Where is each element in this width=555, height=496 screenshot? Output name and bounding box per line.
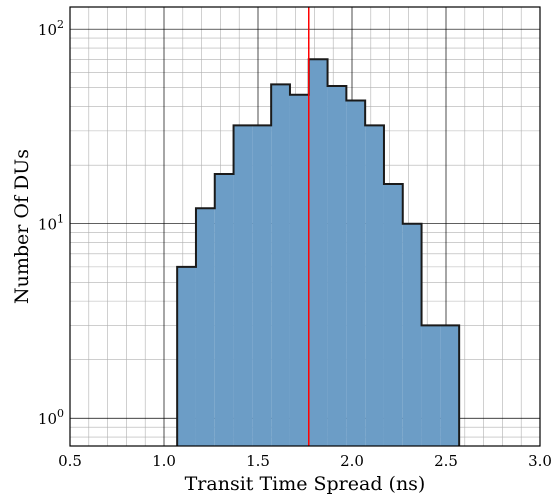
histogram-bar bbox=[271, 84, 290, 446]
x-tick-label: 2.5 bbox=[434, 452, 458, 470]
y-tick-label: 102 bbox=[38, 18, 64, 39]
y-tick-label: 100 bbox=[38, 407, 64, 428]
x-tick-label: 1.5 bbox=[246, 452, 270, 470]
histogram-bar bbox=[365, 125, 384, 446]
histogram-bars bbox=[176, 58, 461, 447]
plot-frame bbox=[69, 6, 541, 447]
histogram-bar bbox=[289, 94, 309, 447]
histogram-bar bbox=[233, 125, 253, 446]
x-tick-labels: 0.5 1.0 1.5 2.0 2.5 3.0 bbox=[58, 452, 552, 470]
histogram-bar bbox=[440, 325, 460, 446]
y-axis-label: Number Of DUs bbox=[11, 149, 33, 304]
x-tick-label: 0.5 bbox=[58, 452, 82, 470]
y-tick-labels: 100 101 102 bbox=[38, 18, 64, 428]
histogram-bar bbox=[252, 125, 272, 446]
x-axis-label: Transit Time Spread (ns) bbox=[185, 473, 426, 495]
histogram-bar bbox=[308, 59, 328, 447]
histogram-bar bbox=[346, 100, 366, 446]
histogram-bar bbox=[327, 86, 347, 447]
x-tick-label: 3.0 bbox=[528, 452, 552, 470]
histogram-outline bbox=[176, 58, 461, 446]
x-tick-label: 1.0 bbox=[152, 452, 176, 470]
histogram-bar bbox=[402, 223, 422, 446]
histogram-bar bbox=[177, 266, 196, 446]
histogram-bar bbox=[383, 183, 403, 447]
histogram-bar bbox=[195, 208, 215, 446]
y-tick-label: 101 bbox=[38, 213, 64, 234]
histogram-bar bbox=[421, 325, 441, 446]
x-tick-label: 2.0 bbox=[340, 452, 364, 470]
histogram-bar bbox=[214, 174, 234, 446]
